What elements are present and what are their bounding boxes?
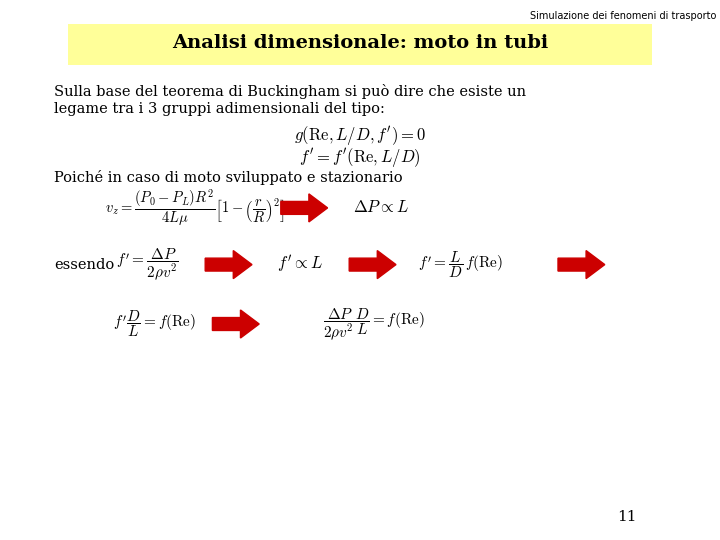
Polygon shape (205, 251, 252, 279)
Text: $f^{\prime}\dfrac{D}{L} = f(\mathrm{Re})$: $f^{\prime}\dfrac{D}{L} = f(\mathrm{Re})… (113, 309, 197, 339)
Text: Simulazione dei fenomeni di trasporto: Simulazione dei fenomeni di trasporto (530, 11, 716, 21)
Text: $f^{\prime}= \dfrac{L}{D}\, f(\mathrm{Re})$: $f^{\prime}= \dfrac{L}{D}\, f(\mathrm{Re… (418, 249, 503, 280)
Text: $v_z = \dfrac{(P_0 - P_L)R^2}{4L\mu}\left[1-\left(\dfrac{r}{R}\right)^2\right]$: $v_z = \dfrac{(P_0 - P_L)R^2}{4L\mu}\lef… (105, 188, 284, 228)
FancyBboxPatch shape (68, 24, 652, 65)
Text: $\dfrac{\Delta P}{2\rho v^2}\dfrac{D}{L} = f(\mathrm{Re})$: $\dfrac{\Delta P}{2\rho v^2}\dfrac{D}{L}… (323, 306, 426, 342)
Polygon shape (281, 194, 328, 222)
Polygon shape (212, 310, 259, 338)
Text: $f^{\prime} \propto L$: $f^{\prime} \propto L$ (277, 254, 323, 275)
Text: 11: 11 (616, 510, 636, 524)
Text: $f^{\prime}= f^{\prime}(\mathrm{Re}, L/D)$: $f^{\prime}= f^{\prime}(\mathrm{Re}, L/D… (300, 146, 420, 169)
Text: Sulla base del teorema di Buckingham si può dire che esiste un: Sulla base del teorema di Buckingham si … (54, 84, 526, 99)
Text: essendo: essendo (54, 258, 114, 272)
Text: Poiché in caso di moto sviluppato e stazionario: Poiché in caso di moto sviluppato e staz… (54, 170, 402, 185)
Polygon shape (349, 251, 396, 279)
Text: Analisi dimensionale: moto in tubi: Analisi dimensionale: moto in tubi (172, 34, 548, 52)
Text: $f^{\prime}= \dfrac{\Delta P}{2\rho v^2}$: $f^{\prime}= \dfrac{\Delta P}{2\rho v^2}… (116, 247, 179, 282)
Text: $g(\mathrm{Re}, L/D, f^{\prime})= 0$: $g(\mathrm{Re}, L/D, f^{\prime})= 0$ (294, 124, 426, 147)
Text: $\Delta P \propto L$: $\Delta P \propto L$ (353, 199, 409, 217)
Text: legame tra i 3 gruppi adimensionali del tipo:: legame tra i 3 gruppi adimensionali del … (54, 102, 385, 116)
Polygon shape (558, 251, 605, 279)
